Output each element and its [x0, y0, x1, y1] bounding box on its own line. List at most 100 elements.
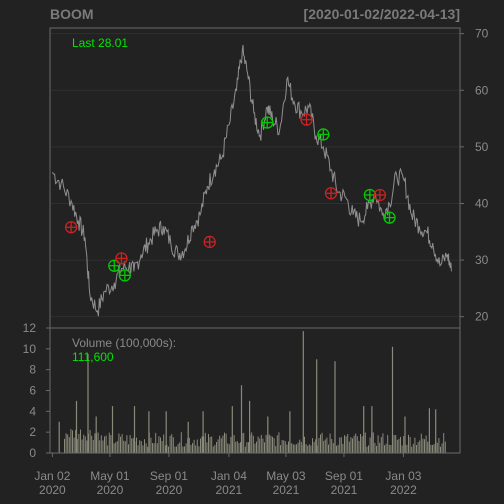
volume-bar	[345, 436, 347, 453]
volume-bar	[193, 439, 195, 453]
volume-bar	[323, 440, 325, 453]
volume-bar	[72, 430, 73, 453]
price-panel-frame	[49, 27, 461, 329]
volume-bar	[408, 434, 409, 453]
volume-bar	[374, 442, 376, 453]
volume-bar	[67, 434, 69, 453]
volume-bar	[220, 438, 222, 453]
volume-bar	[425, 435, 427, 453]
volume-bar	[97, 432, 99, 453]
x-tick-label: May 03	[266, 469, 306, 483]
volume-bar	[257, 436, 259, 453]
volume-bar	[185, 443, 187, 453]
volume-bar	[230, 436, 232, 453]
volume-bar	[281, 439, 283, 453]
volume-bar	[278, 432, 280, 453]
volume-bar	[443, 433, 445, 453]
volume-bar	[428, 408, 430, 453]
volume-bar	[396, 439, 398, 453]
volume-bar	[132, 438, 134, 453]
volume-bar	[352, 438, 353, 453]
volume-bar	[315, 439, 317, 453]
volume-bar	[265, 434, 267, 453]
volume-bar	[137, 445, 139, 453]
volume-bar	[342, 443, 344, 453]
volume-bar	[304, 436, 305, 453]
volume-bar	[417, 442, 419, 453]
volume-bar	[334, 361, 336, 453]
volume-bar	[414, 437, 416, 453]
volume-bar	[252, 435, 254, 453]
volume-bar	[251, 432, 253, 453]
volume-y-tick-label: 0	[29, 446, 36, 460]
volume-bar	[284, 441, 286, 453]
x-tick-label: Jan 04	[211, 469, 247, 483]
volume-bar	[259, 438, 261, 453]
volume-bar	[145, 443, 147, 453]
volume-bar	[313, 442, 315, 453]
volume-bar	[208, 433, 209, 453]
volume-bar	[123, 440, 125, 453]
volume-bar	[432, 445, 433, 453]
volume-bar	[294, 444, 296, 453]
volume-bar	[398, 438, 400, 453]
volume-bar	[382, 433, 384, 453]
volume-bar	[441, 443, 443, 453]
volume-bar	[243, 432, 245, 453]
volume-bar	[369, 437, 371, 453]
volume-bar	[111, 406, 114, 453]
volume-bar	[390, 445, 392, 453]
volume-bar	[348, 441, 350, 453]
volume-bar	[328, 444, 329, 453]
volume-bar	[110, 435, 112, 453]
signal-marker-sell	[64, 221, 78, 234]
volume-bar	[358, 441, 360, 453]
volume-bar	[321, 432, 323, 453]
volume-bar	[356, 436, 358, 453]
chart-title: BOOM	[50, 6, 94, 22]
volume-bar	[222, 435, 224, 453]
volume-bar	[136, 437, 137, 453]
signal-marker-sell	[115, 252, 128, 265]
volume-bar	[70, 429, 72, 453]
volume-bar	[240, 385, 243, 453]
volume-bar	[416, 445, 417, 453]
volume-bar	[116, 441, 118, 453]
volume-bar	[404, 416, 406, 453]
signal-marker-buy	[108, 259, 121, 272]
volume-bar	[161, 441, 163, 453]
volume-bar	[326, 437, 328, 453]
volume-bar	[235, 441, 237, 453]
volume-bar	[163, 434, 165, 453]
volume-bar	[288, 441, 289, 453]
volume-y-axis: 0 2 4 6 8 10 12	[23, 321, 50, 460]
volume-bar	[419, 440, 421, 453]
volume-bar	[158, 436, 160, 453]
volume-bar	[126, 435, 128, 453]
volume-bar	[308, 444, 310, 453]
volume-bar	[209, 437, 211, 453]
volume-bar	[182, 446, 184, 453]
volume-bar	[336, 445, 337, 453]
volume-bar	[172, 437, 174, 453]
price-panel: 20 30 40 50 60 70 Last 28.01	[49, 27, 489, 329]
volume-bar	[363, 406, 365, 453]
volume-bar	[296, 444, 297, 453]
volume-bar	[148, 411, 150, 453]
volume-bar	[272, 436, 273, 453]
x-tick-year-label: 2020	[156, 483, 183, 497]
volume-bar	[113, 443, 115, 453]
volume-bar	[273, 438, 275, 453]
volume-bar	[200, 438, 201, 453]
volume-bar	[212, 446, 214, 453]
volume-bar	[83, 434, 85, 453]
volume-bar	[440, 446, 441, 453]
volume-bar	[368, 445, 369, 453]
x-tick-label: Sep 01	[325, 469, 363, 483]
volume-bar	[166, 444, 168, 453]
volume-bar	[224, 432, 225, 453]
volume-bar	[202, 411, 204, 453]
volume-bar	[355, 433, 357, 453]
signal-marker-sell	[324, 187, 338, 200]
volume-bar	[329, 433, 331, 453]
